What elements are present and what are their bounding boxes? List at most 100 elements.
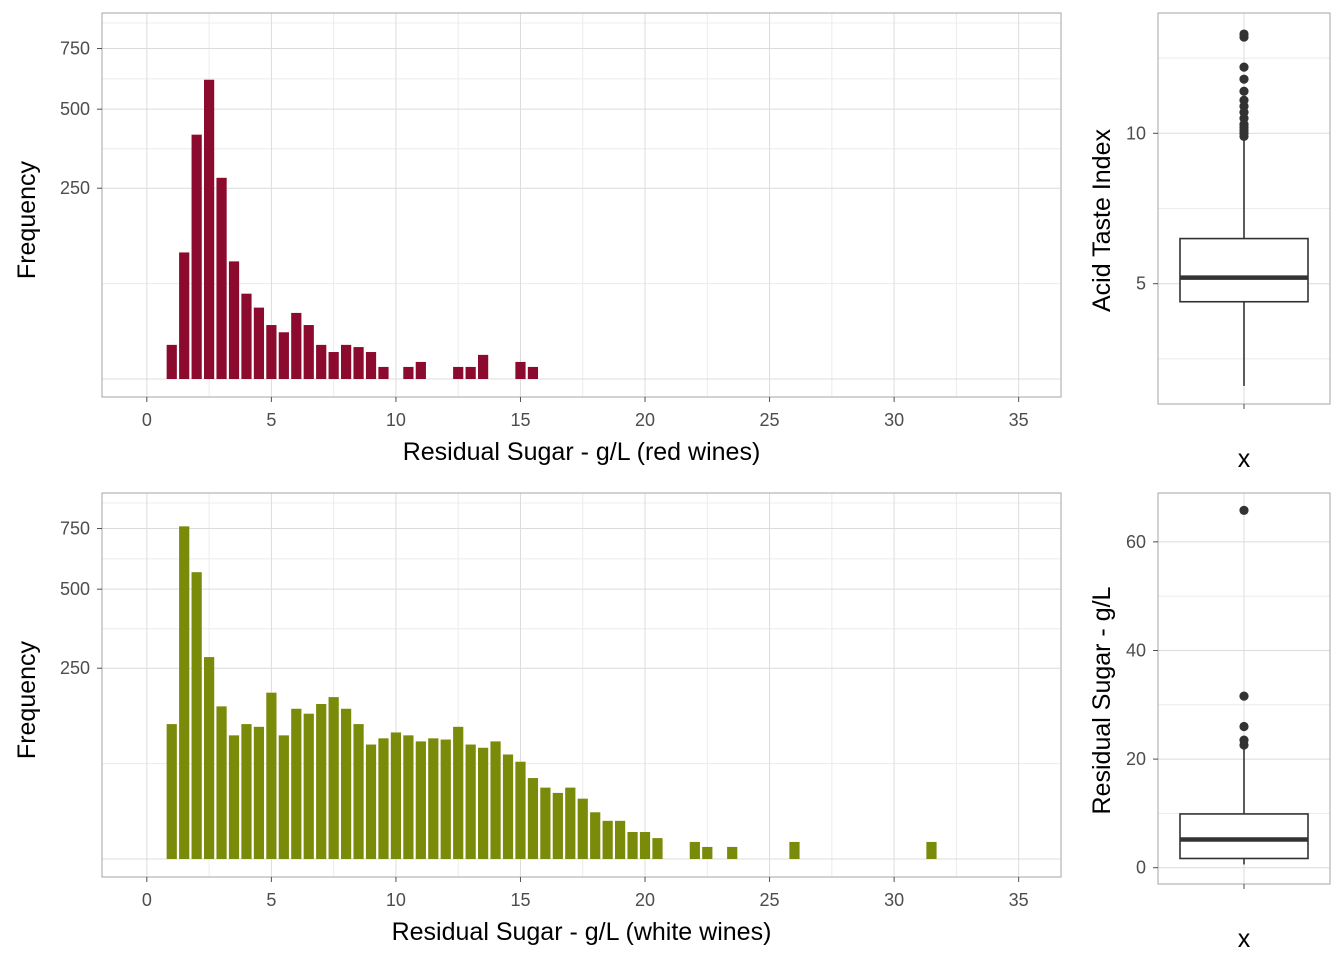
histogram-bar (179, 526, 190, 859)
histogram-bar (291, 312, 302, 379)
x-tick-label: 25 (760, 410, 780, 430)
sugar-boxplot-panel: 0 20 40 60 x Residual Sugar - g/L (1088, 492, 1331, 953)
y-axis-title: Frequency (13, 640, 41, 759)
outlier-point (1239, 735, 1249, 745)
y-tick-label: 20 (1126, 749, 1146, 769)
histogram-bar (727, 846, 738, 859)
histogram-bar (278, 735, 289, 859)
x-tick-label: 15 (510, 410, 530, 430)
histogram-bar (216, 177, 227, 379)
histogram-bar (540, 787, 551, 859)
panel-border (101, 492, 1062, 878)
histogram-bar (316, 704, 327, 859)
histogram-bar (639, 832, 651, 859)
histogram-bar (166, 344, 177, 379)
histogram-bar (478, 354, 489, 379)
histogram-bar (166, 724, 177, 859)
white-histogram-panel: 0 5 10 15 20 25 30 35 250 500 750 Residual Sugar - … (13, 492, 1062, 946)
histogram-bar (303, 325, 314, 379)
y-tick-label: 250 (60, 658, 90, 678)
histogram-bar (328, 352, 339, 379)
histogram-bar (565, 787, 576, 859)
histogram-bar (926, 841, 937, 859)
histogram-bar (502, 754, 514, 859)
histogram-bar (527, 366, 539, 379)
x-tick-label: 0 (142, 890, 152, 910)
y-tick-label: 60 (1126, 532, 1146, 552)
y-axis-title: Frequency (13, 160, 41, 279)
histogram-bar (228, 261, 240, 379)
histogram-bar (316, 344, 327, 379)
outlier-point (1239, 505, 1249, 515)
histogram-bar (216, 706, 227, 859)
outlier-point (1239, 86, 1249, 96)
y-axis-title: Residual Sugar - g/L (1088, 586, 1116, 814)
histogram-bar (527, 778, 539, 859)
histogram-bar (241, 293, 252, 379)
outlier-point (1239, 74, 1249, 84)
x-tick-label: 35 (1009, 410, 1029, 430)
x-tick-label: 30 (884, 410, 904, 430)
histogram-bar (365, 352, 377, 379)
red-histogram-panel: 0 5 10 15 20 25 30 35 250 500 750 Residual Sugar - … (13, 12, 1062, 466)
histogram-bar (266, 325, 277, 379)
histogram-bar (789, 841, 800, 859)
histogram-bar (403, 735, 414, 859)
x-tick-label: 35 (1009, 890, 1029, 910)
x-tick-label: 20 (635, 410, 655, 430)
iqr-box (1179, 237, 1309, 303)
histogram-bar (465, 744, 476, 859)
y-tick-label: 0 (1136, 858, 1146, 878)
x-tick-label: 0 (142, 410, 152, 430)
iqr-box (1179, 813, 1309, 860)
y-tick-label: 500 (60, 99, 90, 119)
acid-boxplot-panel: 5 10 x Acid Taste Index (1088, 12, 1331, 473)
y-tick-label: 250 (60, 178, 90, 198)
histogram-bar (253, 307, 265, 379)
y-axis-title: Acid Taste Index (1088, 129, 1116, 312)
x-tick-label: 5 (266, 890, 276, 910)
histogram-bar (303, 713, 314, 859)
x-axis-title: Residual Sugar - g/L (white wines) (392, 918, 772, 946)
histogram-bar (478, 747, 489, 859)
outlier-point (1239, 95, 1249, 105)
x-tick-label: 10 (386, 410, 406, 430)
histogram-bar (453, 366, 464, 379)
y-tick-label: 500 (60, 579, 90, 599)
histogram-bar (390, 732, 402, 859)
x-tick-label: 5 (266, 410, 276, 430)
histogram-bar (241, 724, 252, 859)
histogram-bar (465, 366, 476, 379)
histogram-bar (415, 741, 426, 859)
outlier-point (1239, 62, 1249, 72)
histogram-bar (191, 572, 202, 859)
histogram-bar (378, 738, 389, 859)
outlier-point (1239, 691, 1249, 701)
histogram-bar (341, 344, 352, 379)
histogram-bar (179, 252, 190, 379)
y-tick-label: 750 (60, 39, 90, 59)
outlier-point (1239, 29, 1249, 39)
histogram-bar (204, 657, 215, 859)
histogram-bar (341, 708, 352, 859)
histogram-bar (378, 366, 389, 379)
histogram-bar (415, 361, 426, 379)
histogram-bar (552, 792, 563, 859)
histogram-bar (365, 744, 377, 859)
histogram-bar (590, 812, 601, 859)
y-tick-label: 10 (1126, 123, 1146, 143)
x-tick-label: 10 (386, 890, 406, 910)
panel-border (101, 12, 1062, 398)
histogram-bar (191, 134, 202, 379)
x-tick-label: 30 (884, 890, 904, 910)
histogram-bar (440, 739, 451, 859)
histogram-bar (228, 735, 240, 859)
histogram-bar (515, 761, 526, 859)
histogram-bar (615, 820, 626, 859)
histogram-bar (689, 841, 700, 859)
y-tick-label: 40 (1126, 640, 1146, 660)
histogram-bar (577, 798, 588, 859)
y-tick-label: 750 (60, 519, 90, 539)
histogram-bar (403, 366, 414, 379)
